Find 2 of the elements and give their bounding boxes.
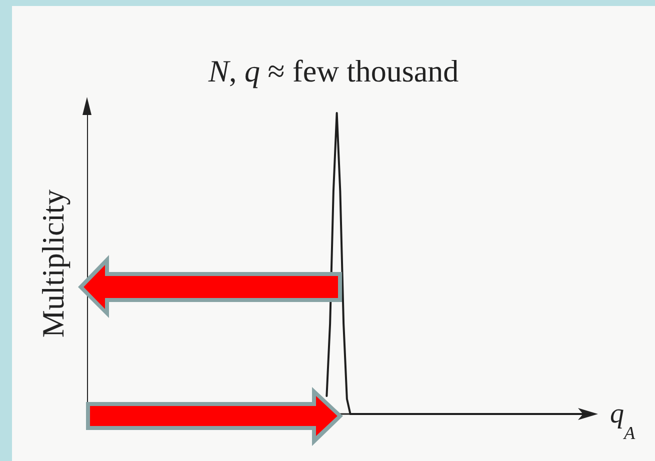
chart-title: N, q ≈ few thousand [207, 54, 460, 89]
y-axis-title: Multiplicity [35, 188, 70, 338]
